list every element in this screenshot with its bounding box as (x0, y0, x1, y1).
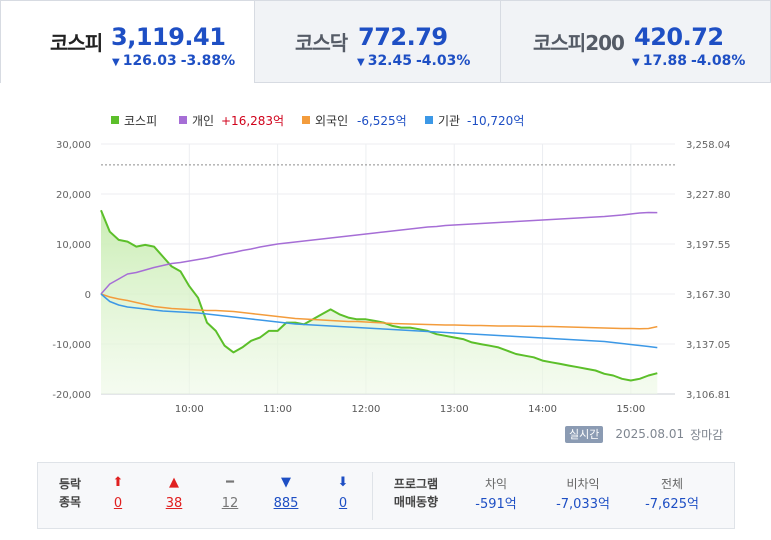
series-line-1 (100, 211, 658, 295)
y-left-tick-label: 10,000 (56, 240, 91, 251)
tab-kosdaq-name: 코스닥 (295, 31, 348, 55)
status-date: 2025.08.01 (615, 427, 685, 441)
tab-kospi200-value: 420.72 (634, 23, 724, 51)
program-label: 프로그램 매매동향 (393, 477, 439, 509)
y-left-tick-label: -10,000 (52, 340, 91, 351)
rising-count-link[interactable]: 38 (165, 496, 183, 511)
kospi-area (101, 210, 658, 394)
legend-swatch-2 (302, 116, 310, 124)
legend-value-3: -10,720억 (467, 114, 524, 128)
chart-svg: 코스피 개인 +16,283억 외국인 -6,525억 기관 -10,720억 30,000… (52, 114, 731, 415)
breadth-upper-limit: ⬆ 0 (98, 474, 138, 513)
realtime-badge: 실시간 (565, 425, 604, 443)
lower-limit-arrow-icon: ⬇ (337, 475, 349, 490)
breadth-falling: ▼ 885 (266, 474, 306, 513)
series-line-3 (100, 293, 658, 349)
index-tabs: 코스피 3,119.41 ▼ 126.03 -3.88% 코스닥 772.79 ▼ 3… (0, 0, 771, 83)
falling-count-link[interactable]: 885 (273, 496, 299, 511)
market-closed-label: 장마감 (690, 427, 724, 442)
y-right-tick-label: 3,167.30 (686, 290, 731, 301)
y-left-tick-label: 0 (85, 290, 91, 301)
legend-swatch-3 (425, 116, 433, 124)
tab-kosdaq-value: 772.79 (358, 23, 448, 51)
panel-divider (372, 472, 373, 520)
y-right-tick-label: 3,137.05 (686, 340, 731, 351)
series-line-0 (100, 209, 658, 382)
x-tick-label: 12:00 (352, 404, 381, 415)
legend-swatch-0 (111, 116, 119, 124)
down-triangle-icon: ▼ (112, 57, 120, 68)
lower-limit-count-link[interactable]: 0 (338, 496, 348, 511)
upper-limit-arrow-icon: ⬆ (112, 475, 124, 490)
x-tick-label: 13:00 (440, 404, 469, 415)
tab-kospi-change: ▼ 126.03 -3.88% (112, 53, 236, 69)
tab-kospi200-name: 코스피200 (533, 31, 625, 55)
upper-limit-count-link[interactable]: 0 (113, 496, 123, 511)
y-right-tick-label: 3,258.04 (686, 140, 731, 151)
chart-series (100, 209, 658, 394)
flat-dash-icon: ━ (226, 475, 234, 490)
legend-label-2: 외국인 (315, 114, 348, 128)
tab-kospi200[interactable]: 코스피200 420.72 ▼ 17.88 -4.08% (501, 0, 771, 83)
legend-label-3: 기관 (438, 114, 460, 128)
tab-kospi[interactable]: 코스피 3,119.41 ▼ 126.03 -3.88% (0, 0, 255, 83)
y-right-tick-label: 3,197.55 (686, 240, 731, 251)
series-line-2 (100, 293, 658, 330)
legend-label-1: 개인 (192, 114, 214, 128)
unchanged-count-link[interactable]: 12 (221, 496, 239, 511)
tab-kosdaq-change: ▼ 32.45 -4.03% (357, 53, 471, 69)
x-tick-label: 10:00 (175, 404, 204, 415)
down-triangle-icon: ▼ (632, 57, 640, 68)
breadth-label: 등락 종목 (58, 477, 82, 509)
x-tick-label: 15:00 (616, 404, 645, 415)
down-triangle-icon: ▼ (357, 57, 365, 68)
y-right-tick-label: 3,106.81 (686, 390, 731, 401)
down-triangle-icon: ▼ (281, 475, 291, 490)
chart-legend: 코스피 개인 +16,283억 외국인 -6,525억 기관 -10,720억 (111, 114, 524, 128)
legend-swatch-1 (179, 116, 187, 124)
legend-value-2: -6,525억 (357, 114, 407, 128)
status-row: 실시간 2025.08.01 장마감 (565, 425, 723, 443)
tab-kosdaq[interactable]: 코스닥 772.79 ▼ 32.45 -4.03% (255, 0, 501, 83)
x-tick-label: 11:00 (263, 404, 292, 415)
up-triangle-icon: ▲ (169, 475, 179, 490)
intraday-chart: 코스피 개인 +16,283억 외국인 -6,525억 기관 -10,720억 30,000… (0, 84, 771, 454)
breadth-rising: ▲ 38 (154, 474, 194, 513)
tab-kospi-name: 코스피 (50, 31, 103, 55)
program-non-arbitrage: 비차익 -7,033억 (556, 477, 610, 512)
program-total: 전체 -7,625억 (645, 477, 699, 512)
breadth-lower-limit: ⬇ 0 (323, 474, 363, 513)
y-left-tick-label: 30,000 (56, 140, 91, 151)
breadth-unchanged: ━ 12 (210, 474, 250, 513)
y-right-tick-label: 3,227.80 (686, 190, 731, 201)
legend-label-0: 코스피 (124, 114, 157, 128)
program-arbitrage: 차익 -591억 (475, 477, 517, 512)
y-left-tick-label: 20,000 (56, 190, 91, 201)
tab-kospi-value: 3,119.41 (111, 23, 226, 51)
tab-kospi200-change: ▼ 17.88 -4.08% (632, 53, 746, 69)
market-summary-panel: 등락 종목 ⬆ 0 ▲ 38 ━ 12 ▼ 885 ⬇ 0 프로그램 매매동향 … (37, 462, 735, 529)
y-left-tick-label: -20,000 (52, 390, 91, 401)
legend-value-1: +16,283억 (221, 114, 284, 128)
x-tick-label: 14:00 (528, 404, 557, 415)
